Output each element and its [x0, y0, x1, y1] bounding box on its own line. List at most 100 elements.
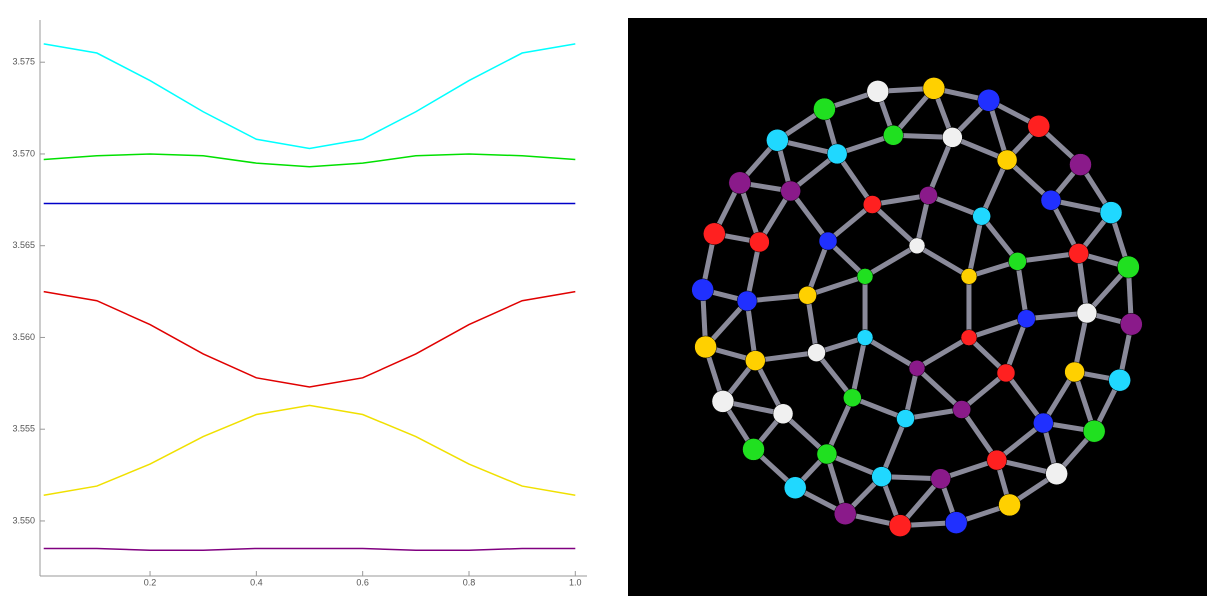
bond: [870, 202, 919, 248]
atom: [1108, 368, 1131, 392]
atom: [745, 350, 766, 371]
x-tick-label: 1.0: [569, 577, 582, 587]
bond: [960, 371, 1008, 412]
atom: [736, 290, 758, 312]
series-line: [43, 547, 576, 552]
y-tick-label: 3.550: [12, 515, 35, 525]
atom: [960, 268, 978, 285]
bond: [863, 335, 919, 371]
atom: [908, 359, 926, 377]
atom: [986, 449, 1008, 471]
atom: [813, 97, 836, 121]
bond: [849, 337, 868, 399]
bond: [835, 152, 875, 206]
y-tick-label: 3.570: [12, 148, 35, 158]
atom: [798, 286, 817, 305]
bond: [1015, 260, 1029, 320]
atom: [807, 343, 826, 362]
atom: [703, 222, 726, 246]
atom: [711, 390, 735, 413]
atom: [977, 89, 1001, 112]
atom: [952, 400, 971, 419]
atom: [843, 388, 862, 408]
series-line: [43, 404, 576, 497]
atom: [942, 127, 963, 148]
bond: [805, 294, 819, 354]
atom: [922, 77, 946, 100]
x-tick-label: 0.4: [250, 577, 263, 587]
atom: [826, 143, 848, 165]
bond: [871, 192, 929, 207]
atom: [728, 171, 752, 195]
atom: [856, 268, 874, 285]
bond: [966, 215, 985, 277]
atom: [883, 125, 904, 146]
bond: [754, 350, 817, 364]
atom: [818, 231, 838, 251]
y-tick-label: 3.560: [12, 332, 35, 342]
atom: [694, 335, 717, 359]
x-tick-label: 0.8: [463, 577, 476, 587]
atom: [1027, 115, 1051, 138]
atom: [772, 403, 794, 425]
bond: [905, 407, 963, 422]
atom: [1120, 312, 1143, 336]
atom: [742, 438, 765, 461]
atom: [1117, 255, 1140, 279]
atom: [833, 502, 857, 525]
bond: [788, 189, 831, 243]
atom: [930, 468, 951, 489]
atom: [766, 128, 789, 152]
atom: [896, 409, 915, 428]
series-line: [43, 153, 576, 168]
atom: [1017, 309, 1036, 328]
bond: [1003, 317, 1029, 374]
bond: [851, 395, 907, 421]
atom: [816, 443, 838, 465]
bond: [968, 316, 1028, 340]
bond: [1017, 250, 1080, 264]
bond: [824, 396, 855, 456]
atom: [998, 493, 1021, 517]
atom: [960, 329, 978, 346]
bond: [915, 335, 971, 371]
atom: [1033, 412, 1054, 434]
atom: [783, 476, 807, 499]
fullerene-model: [691, 77, 1143, 537]
atom: [863, 195, 882, 214]
bond: [979, 214, 1020, 263]
atom: [749, 231, 770, 253]
atom: [944, 511, 968, 534]
atom: [996, 363, 1016, 383]
x-tick-label: 0.6: [356, 577, 369, 587]
bond: [959, 408, 999, 462]
bond: [1003, 371, 1046, 425]
atom: [1008, 252, 1027, 271]
y-tick-label: 3.555: [12, 424, 35, 434]
y-tick-label: 3.575: [12, 57, 35, 67]
atom: [866, 80, 890, 103]
atom: [856, 329, 874, 346]
bond: [915, 366, 964, 412]
atom: [1099, 201, 1123, 224]
atom: [691, 278, 714, 302]
atom: [780, 180, 801, 202]
atom: [1068, 243, 1089, 264]
molecule-view: [628, 18, 1207, 596]
atom: [908, 237, 926, 255]
bond: [927, 193, 983, 219]
series-line: [43, 290, 576, 388]
bond: [926, 136, 955, 197]
atom: [888, 514, 912, 537]
y-tick-label: 3.565: [12, 240, 35, 250]
atom: [1069, 153, 1092, 176]
bond: [979, 158, 1010, 218]
series-line: [43, 43, 576, 150]
atom: [1082, 419, 1106, 443]
bond: [915, 243, 971, 279]
x-tick-label: 0.2: [144, 577, 157, 587]
atom: [1076, 302, 1098, 324]
atom: [972, 206, 991, 226]
